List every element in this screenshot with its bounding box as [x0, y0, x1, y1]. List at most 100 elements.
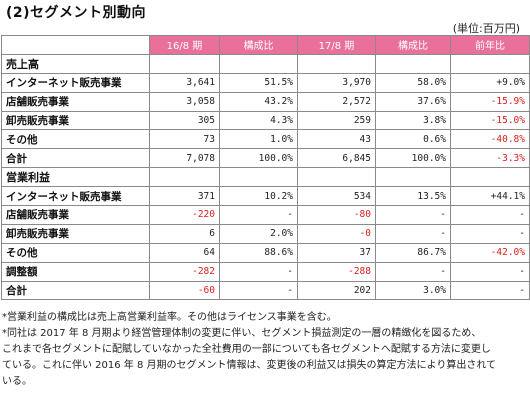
ratio-17-8: 13.5% — [375, 186, 451, 207]
section-filler-cell — [450, 53, 530, 74]
section-filler-cell — [219, 53, 298, 74]
section-filler-cell — [450, 167, 530, 188]
ratio-17-8: 37.6% — [375, 91, 451, 112]
table-row: 店舗販売事業 3,058 43.2% 2,572 37.6% -15.9% — [1, 91, 530, 112]
row-label: インターネット販売事業 — [1, 72, 150, 93]
value-17-8: 534 — [297, 186, 376, 207]
ratio-17-8: 3.8% — [375, 110, 451, 131]
ratio-16-8: - — [219, 205, 298, 225]
ratio-17-8: - — [375, 205, 451, 225]
value-17-8: -0 — [297, 223, 376, 244]
ratio-17-8: - — [375, 223, 451, 244]
ratio-16-8: - — [219, 261, 298, 282]
ratio-16-8: 43.2% — [219, 91, 298, 112]
value-16-8: 73 — [149, 129, 220, 150]
ratio-17-8: 86.7% — [375, 242, 451, 263]
section-row: 売上高 — [1, 53, 530, 74]
yoy-change: -3.3% — [450, 148, 530, 169]
value-16-8: 3,058 — [149, 91, 220, 112]
yoy-change: - — [450, 261, 530, 282]
value-17-8: 202 — [297, 280, 376, 301]
value-17-8: 259 — [297, 110, 376, 131]
yoy-change: -15.9% — [450, 91, 530, 112]
ratio-17-8: - — [375, 261, 451, 282]
header-17-8: 17/8 期 — [297, 35, 376, 55]
value-16-8: 371 — [149, 186, 220, 207]
table-row: インターネット販売事業 371 10.2% 534 13.5% +44.1% — [1, 186, 530, 207]
value-17-8: 43 — [297, 129, 376, 150]
row-label: 店舗販売事業 — [1, 91, 150, 112]
section-label: 売上高 — [1, 53, 150, 74]
segment-table: 16/8 期 構成比 17/8 期 構成比 前年比 売上高 インターネット販売事業… — [1, 35, 530, 301]
ratio-16-8: 4.3% — [219, 110, 298, 131]
value-16-8: 7,078 — [149, 148, 220, 169]
table-header-row: 16/8 期 構成比 17/8 期 構成比 前年比 — [1, 35, 530, 55]
value-16-8: 64 — [149, 242, 220, 263]
section-label: 営業利益 — [1, 167, 150, 188]
value-16-8: 6 — [149, 223, 220, 244]
header-yoy: 前年比 — [450, 35, 530, 55]
ratio-16-8: 51.5% — [219, 72, 298, 93]
yoy-change: -15.0% — [450, 110, 530, 131]
table-body: 売上高 インターネット販売事業 3,641 51.5% 3,970 58.0% +9.0% 店… — [1, 53, 530, 301]
section-filler-cell — [219, 167, 298, 188]
yoy-change: +44.1% — [450, 186, 530, 207]
footnotes: *営業利益の構成比は売上高営業利益率。その他はライセンス事業を含む。 *同社は … — [2, 310, 528, 390]
ratio-16-8: 100.0% — [219, 148, 298, 169]
section-filler-cell — [375, 53, 451, 74]
footnote-line: *同社は 2017 年 8 月期より経営管理体制の変更に伴い、セグメント損益測定… — [2, 328, 482, 339]
row-label: インターネット販売事業 — [1, 186, 150, 207]
value-17-8: 3,970 — [297, 72, 376, 93]
ratio-17-8: 3.0% — [375, 280, 451, 301]
value-16-8: -60 — [149, 280, 220, 301]
row-label: 店舗販売事業 — [1, 205, 150, 225]
value-17-8: 2,572 — [297, 91, 376, 112]
row-label: その他 — [1, 242, 150, 263]
section-title: (2)セグメント別動向 — [6, 5, 147, 21]
unit-label: (単位:百万円) — [452, 22, 520, 35]
ratio-16-8: 88.6% — [219, 242, 298, 263]
section-filler-cell — [149, 167, 220, 188]
table-row: 合計 -60-202 3.0% - — [1, 280, 530, 301]
value-17-8: 37 — [297, 242, 376, 263]
header-blank — [1, 35, 150, 55]
section-row: 営業利益 — [1, 167, 530, 188]
header-16-8: 16/8 期 — [149, 35, 220, 55]
section-filler-cell — [297, 53, 376, 74]
table-row: 調整額 -282- -288- - — [1, 261, 530, 282]
table-row: その他 73 1.0% 43 0.6% -40.8% — [1, 129, 530, 150]
value-16-8: 3,641 — [149, 72, 220, 93]
yoy-change: -40.8% — [450, 129, 530, 150]
yoy-change: - — [450, 223, 530, 244]
row-label: その他 — [1, 129, 150, 150]
table-row: 店舗販売事業 -220- -80- - — [1, 205, 530, 225]
section-filler-cell — [297, 167, 376, 188]
row-label: 卸売販売事業 — [1, 223, 150, 244]
ratio-17-8: 0.6% — [375, 129, 451, 150]
table-row: インターネット販売事業 3,641 51.5% 3,970 58.0% +9.0% — [1, 72, 530, 93]
yoy-change: +9.0% — [450, 72, 530, 93]
value-16-8: 305 — [149, 110, 220, 131]
value-17-8: 6,845 — [297, 148, 376, 169]
ratio-16-8: 10.2% — [219, 186, 298, 207]
ratio-16-8: 1.0% — [219, 129, 298, 150]
table-row: その他 64 88.6% 37 86.7% -42.0% — [1, 242, 530, 263]
ratio-17-8: 58.0% — [375, 72, 451, 93]
value-17-8: -80 — [297, 205, 376, 225]
row-label: 合計 — [1, 280, 150, 301]
footnote-line: ている。これに伴い 2016 年 8 月期のセグメント情報は、変更後の利益又は損… — [2, 360, 497, 371]
value-16-8: -220 — [149, 205, 220, 225]
value-16-8: -282 — [149, 261, 220, 282]
footnote-line: *営業利益の構成比は売上高営業利益率。その他はライセンス事業を含む。 — [2, 312, 337, 323]
row-label: 卸売販売事業 — [1, 110, 150, 131]
yoy-change: - — [450, 205, 530, 225]
footnote-line: これまで各セグメントに配賦していなかった全社費用の一部についても各セグメントへ配… — [2, 344, 491, 355]
table-row: 卸売販売事業 305 4.3% 259 3.8% -15.0% — [1, 110, 530, 131]
yoy-change: -42.0% — [450, 242, 530, 263]
ratio-16-8: 2.0% — [219, 223, 298, 244]
ratio-17-8: 100.0% — [375, 148, 451, 169]
table-row: 卸売販売事業 6 2.0% -0- - — [1, 223, 530, 244]
header-ratio-16: 構成比 — [219, 35, 298, 55]
yoy-change: - — [450, 280, 530, 301]
row-label: 合計 — [1, 148, 150, 169]
